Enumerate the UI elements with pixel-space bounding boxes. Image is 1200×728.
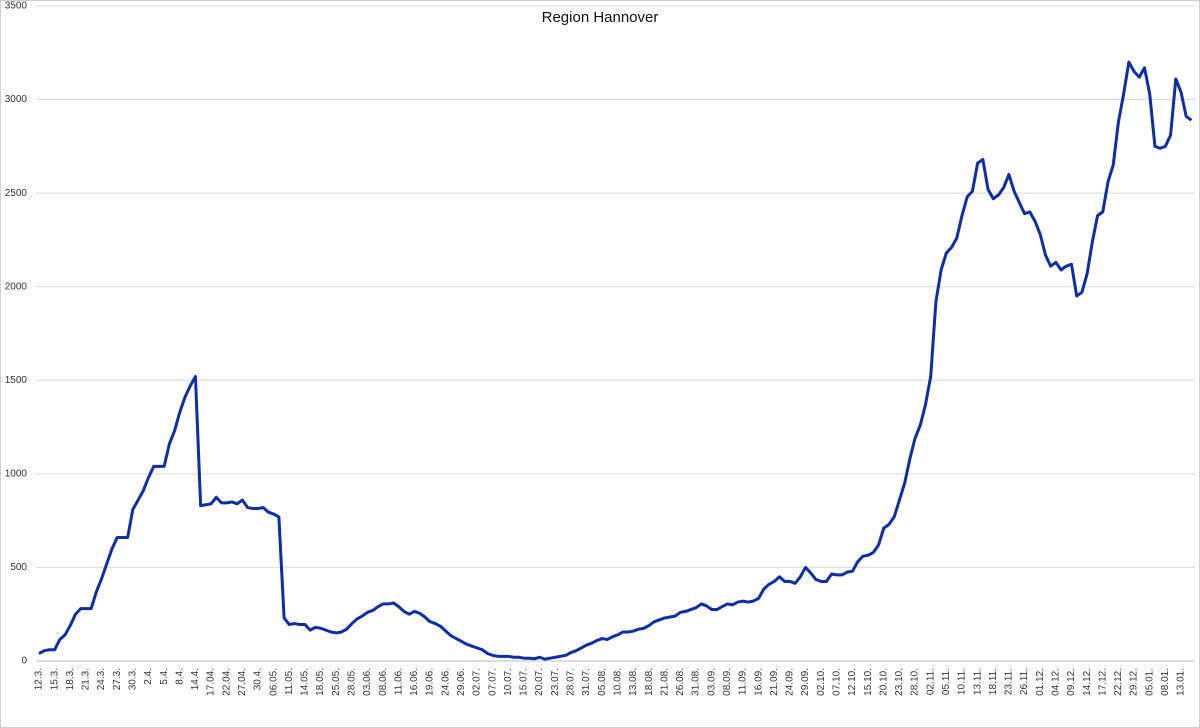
x-tick-label: 10.08. bbox=[612, 668, 623, 696]
x-tick-label: 28.05. bbox=[347, 668, 358, 696]
x-tick-label: 16.09. bbox=[753, 668, 764, 696]
x-tick-label: 02.10. bbox=[816, 668, 827, 696]
x-tick-label: 27.04. bbox=[237, 668, 248, 696]
x-tick-label: 11.09. bbox=[738, 668, 749, 695]
x-tick-label: 20.10. bbox=[878, 668, 889, 696]
x-tick-label: 14.4. bbox=[190, 668, 201, 690]
x-tick-label: 15.07. bbox=[519, 668, 530, 696]
x-tick-label: 01.12. bbox=[1035, 668, 1046, 696]
x-tick-label: 05.01. bbox=[1144, 668, 1155, 696]
x-tick-label: 08.09. bbox=[722, 668, 733, 696]
x-tick-label: 19.06. bbox=[425, 668, 436, 696]
x-tick-label: 18.08. bbox=[644, 668, 655, 696]
x-tick-label: 25.05. bbox=[331, 668, 342, 696]
x-tick-label: 17.12. bbox=[1097, 668, 1108, 696]
x-tick-label: 29.09. bbox=[800, 668, 811, 696]
x-tick-label: 23.07. bbox=[550, 668, 561, 696]
x-tick-label: 03.09. bbox=[706, 668, 717, 696]
x-tick-label: 18.05. bbox=[315, 668, 326, 696]
x-tick-label: 24.3. bbox=[96, 668, 107, 690]
x-tick-label: 13.01. bbox=[1176, 668, 1187, 696]
x-tick-label: 30.3. bbox=[128, 668, 139, 690]
chart-title: Region Hannover bbox=[542, 9, 659, 26]
x-tick-label: 31.08. bbox=[691, 668, 702, 696]
x-tick-label: 09.12. bbox=[1066, 668, 1077, 696]
x-tick-label: 28.10. bbox=[910, 668, 921, 696]
x-tick-label: 8.4. bbox=[174, 668, 185, 685]
x-tick-label: 10.07. bbox=[503, 668, 514, 696]
x-tick-label: 02.11. bbox=[925, 668, 936, 695]
x-tick-label: 24.09. bbox=[785, 668, 796, 696]
x-tick-label: 22.12. bbox=[1113, 668, 1124, 696]
x-tick-label: 12.10. bbox=[847, 668, 858, 696]
y-tick-label: 0 bbox=[21, 656, 27, 667]
x-tick-label: 05.08. bbox=[597, 668, 608, 696]
x-tick-label: 08.06. bbox=[378, 668, 389, 696]
y-tick-label: 2500 bbox=[5, 188, 28, 199]
x-tick-label: 21.3. bbox=[81, 668, 92, 690]
x-tick-label: 30.4. bbox=[253, 668, 264, 690]
x-tick-label: 14.12. bbox=[1082, 668, 1093, 696]
x-tick-label: 07.10. bbox=[831, 668, 842, 696]
x-tick-label: 24.06. bbox=[440, 668, 451, 696]
x-tick-label: 11.06. bbox=[393, 668, 404, 695]
y-tick-label: 2000 bbox=[5, 281, 28, 292]
x-tick-label: 18.11. bbox=[988, 668, 999, 695]
x-tick-label: 08.01. bbox=[1160, 668, 1171, 696]
x-tick-label: 05.11. bbox=[941, 668, 952, 695]
x-tick-label: 06.05. bbox=[268, 668, 279, 696]
x-tick-label: 13.11. bbox=[972, 668, 983, 695]
x-tick-label: 23.10. bbox=[894, 668, 905, 696]
x-tick-label: 23.11. bbox=[1004, 668, 1015, 695]
x-tick-label: 26.11. bbox=[1019, 668, 1030, 695]
x-tick-label: 22.04. bbox=[221, 668, 232, 696]
x-tick-label: 20.07. bbox=[534, 668, 545, 696]
x-tick-label: 07.07. bbox=[487, 668, 498, 696]
x-tick-label: 28.07. bbox=[566, 668, 577, 696]
x-tick-label: 21.09. bbox=[769, 668, 780, 696]
x-tick-label: 27.3. bbox=[112, 668, 123, 690]
x-tick-label: 16.06. bbox=[409, 668, 420, 696]
x-tick-label: 2.4. bbox=[143, 668, 154, 685]
x-tick-label: 15.3. bbox=[49, 668, 60, 690]
x-tick-label: 29.06. bbox=[456, 668, 467, 696]
x-tick-label: 29.12. bbox=[1129, 668, 1140, 696]
y-tick-label: 1500 bbox=[5, 375, 28, 386]
data-line bbox=[38, 60, 1193, 661]
y-tick-label: 500 bbox=[10, 562, 27, 573]
x-tick-label: 12.3. bbox=[34, 668, 45, 690]
x-tick-label: 04.12. bbox=[1050, 668, 1061, 696]
x-tick-label: 15.10. bbox=[863, 668, 874, 696]
x-tick-label: 26.08. bbox=[675, 668, 686, 696]
y-tick-label: 3000 bbox=[5, 94, 28, 105]
x-tick-label: 11.05. bbox=[284, 668, 295, 695]
y-tick-label: 1000 bbox=[5, 468, 28, 479]
x-tick-label: 03.06. bbox=[362, 668, 373, 696]
x-tick-label: 17.04. bbox=[206, 668, 217, 696]
x-tick-label: 02.07. bbox=[472, 668, 483, 696]
x-tick-label: 31.07. bbox=[581, 668, 592, 696]
x-tick-label: 13.08. bbox=[628, 668, 639, 696]
y-tick-label: 3500 bbox=[5, 1, 28, 12]
x-tick-label: 14.05. bbox=[300, 668, 311, 696]
x-tick-label: 18.3. bbox=[65, 668, 76, 690]
x-tick-label: 10.11. bbox=[957, 668, 968, 695]
x-tick-label: 21.08. bbox=[659, 668, 670, 696]
x-tick-label: 5.4. bbox=[159, 668, 170, 685]
